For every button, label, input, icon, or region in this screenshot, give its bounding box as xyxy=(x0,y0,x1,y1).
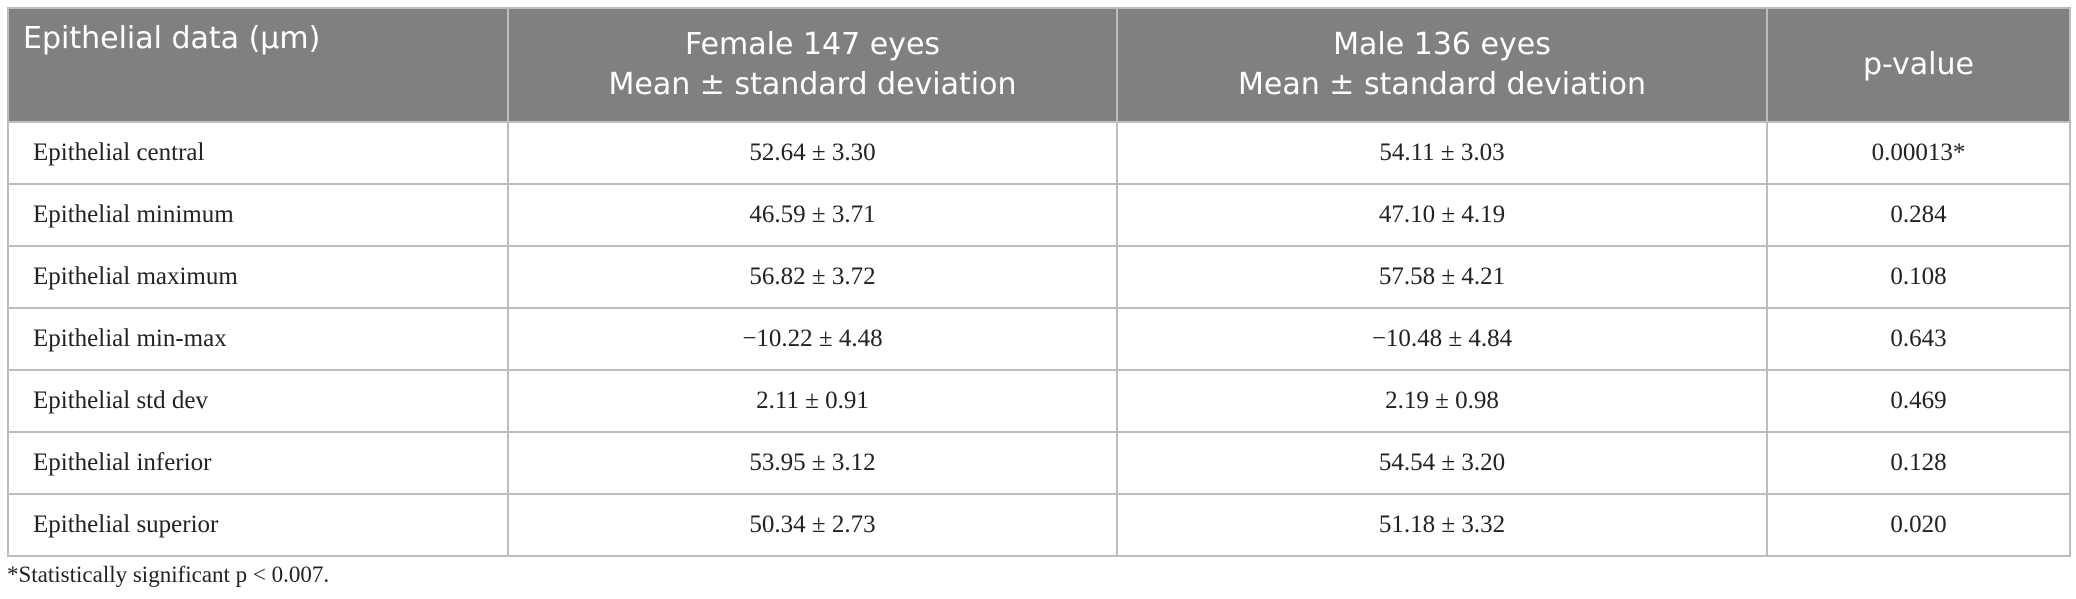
table-cell: 52.64 ± 3.30 xyxy=(507,121,1118,185)
table-cell: 0.284 xyxy=(1766,183,2071,247)
table-cell: Epithelial maximum xyxy=(7,245,509,309)
table-cell: 47.10 ± 4.19 xyxy=(1116,183,1768,247)
header-text: Epithelial data (µm) xyxy=(23,21,321,56)
table-cell: 0.469 xyxy=(1766,369,2071,433)
table-row: Epithelial min-max −10.22 ± 4.48 −10.48 ± … xyxy=(7,307,2071,371)
table-cell: 0.00013* xyxy=(1766,121,2071,185)
table-cell: 0.128 xyxy=(1766,431,2071,495)
table-cell: −10.48 ± 4.84 xyxy=(1116,307,1768,371)
table-cell: Epithelial min-max xyxy=(7,307,509,371)
table-cell: 50.34 ± 2.73 xyxy=(507,493,1118,557)
data-table: Epithelial data (µm) Female 147 eyes Mean … xyxy=(7,7,2071,557)
table-row: Epithelial inferior 53.95 ± 3.12 54.54 ± 3… xyxy=(7,431,2071,495)
table-row: Epithelial maximum 56.82 ± 3.72 57.58 ± 4.… xyxy=(7,245,2071,309)
table-cell: Epithelial inferior xyxy=(7,431,509,495)
footnote: *Statistically significant p < 0.007. xyxy=(7,562,330,587)
table-cell: 46.59 ± 3.71 xyxy=(507,183,1118,247)
table-cell: 54.11 ± 3.03 xyxy=(1116,121,1768,185)
header-text: Male 136 eyes xyxy=(1333,27,1551,62)
header-text: Mean ± standard deviation xyxy=(608,67,1017,102)
table-cell: 0.108 xyxy=(1766,245,2071,309)
table-cell: 53.95 ± 3.12 xyxy=(507,431,1118,495)
table-cell: 2.19 ± 0.98 xyxy=(1116,369,1768,433)
header-text: Mean ± standard deviation xyxy=(1238,67,1646,102)
table-row: Epithelial minimum 46.59 ± 3.71 47.10 ± 4.… xyxy=(7,183,2071,247)
header-cell: p-value xyxy=(1766,7,2071,123)
table-cell: 2.11 ± 0.91 xyxy=(507,369,1118,433)
table-cell: Epithelial std dev xyxy=(7,369,509,433)
header-cell: Female 147 eyes Mean ± standard deviation xyxy=(507,7,1118,123)
header-row: Epithelial data (µm) Female 147 eyes Mean … xyxy=(7,7,2071,123)
table-cell: 0.643 xyxy=(1766,307,2071,371)
table-row: Epithelial central 52.64 ± 3.30 54.11 ± 3.… xyxy=(7,121,2071,185)
header-text: Female 147 eyes xyxy=(684,27,941,62)
table-cell: 54.54 ± 3.20 xyxy=(1116,431,1768,495)
header-cell: Epithelial data (µm) xyxy=(7,7,509,123)
table-cell: 51.18 ± 3.32 xyxy=(1116,493,1768,557)
table-cell: Epithelial central xyxy=(7,121,509,185)
table-cell: 0.020 xyxy=(1766,493,2071,557)
table-cell: Epithelial superior xyxy=(7,493,509,557)
header-text: p-value xyxy=(1862,47,1974,82)
table-row: Epithelial std dev 2.11 ± 0.91 2.19 ± 0.98… xyxy=(7,369,2071,433)
table-cell: 56.82 ± 3.72 xyxy=(507,245,1118,309)
header-cell: Male 136 eyes Mean ± standard deviation xyxy=(1116,7,1768,123)
table-cell: Epithelial minimum xyxy=(7,183,509,247)
table-cell: −10.22 ± 4.48 xyxy=(507,307,1118,371)
table-cell: 57.58 ± 4.21 xyxy=(1116,245,1768,309)
table-row: Epithelial superior 50.34 ± 2.73 51.18 ± 3… xyxy=(7,493,2071,557)
